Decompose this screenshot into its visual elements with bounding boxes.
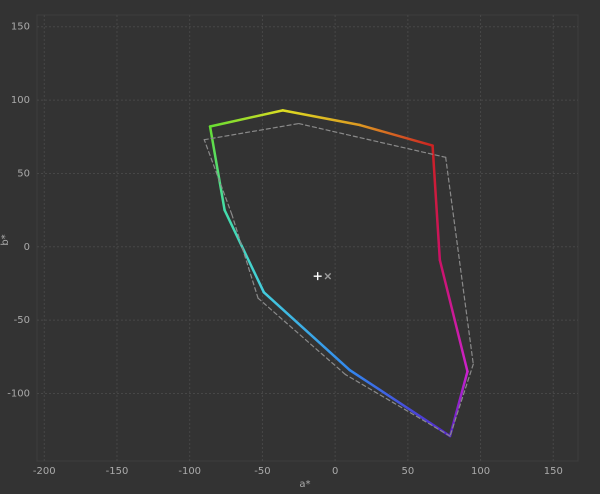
- gamut-segment: [298, 122, 447, 158]
- gamut-segment: [281, 109, 362, 127]
- x-axis-label: a*: [299, 479, 310, 490]
- white-point-marker: [313, 272, 322, 281]
- gamut-segment: [445, 156, 474, 365]
- y-tick-label: 50: [17, 168, 30, 179]
- gamut-segment: [208, 125, 226, 212]
- white-point-marker: [324, 272, 332, 280]
- x-tick-label: 100: [471, 466, 490, 477]
- x-tick-label: 0: [332, 466, 338, 477]
- gamut-segment: [344, 373, 451, 437]
- gamut-segment: [358, 123, 434, 147]
- gamut-segment: [262, 291, 351, 372]
- gamut-segment: [431, 144, 442, 262]
- y-tick-label: -100: [7, 389, 30, 400]
- gamut-segment: [203, 139, 233, 216]
- gamut-segment: [231, 213, 259, 299]
- x-tick-label: 150: [544, 466, 563, 477]
- gamut-segment: [223, 208, 266, 294]
- gamut-segment: [208, 109, 285, 128]
- y-tick-label: 0: [24, 242, 30, 253]
- y-tick-label: 100: [11, 95, 30, 106]
- gamut-segment: [348, 368, 452, 438]
- y-axis-label: b*: [0, 234, 11, 245]
- y-tick-label: -50: [14, 315, 30, 326]
- x-tick-label: -100: [178, 466, 201, 477]
- x-tick-label: -200: [33, 466, 56, 477]
- x-tick-label: 50: [401, 466, 414, 477]
- x-tick-label: -150: [106, 466, 129, 477]
- gamut-segment: [203, 122, 300, 141]
- gamut-segment: [438, 258, 469, 373]
- gamut-segment: [257, 297, 346, 376]
- gamut-segment: [449, 363, 474, 437]
- plot-frame: [36, 14, 579, 462]
- y-tick-label: 150: [11, 22, 30, 33]
- x-tick-label: -50: [254, 466, 270, 477]
